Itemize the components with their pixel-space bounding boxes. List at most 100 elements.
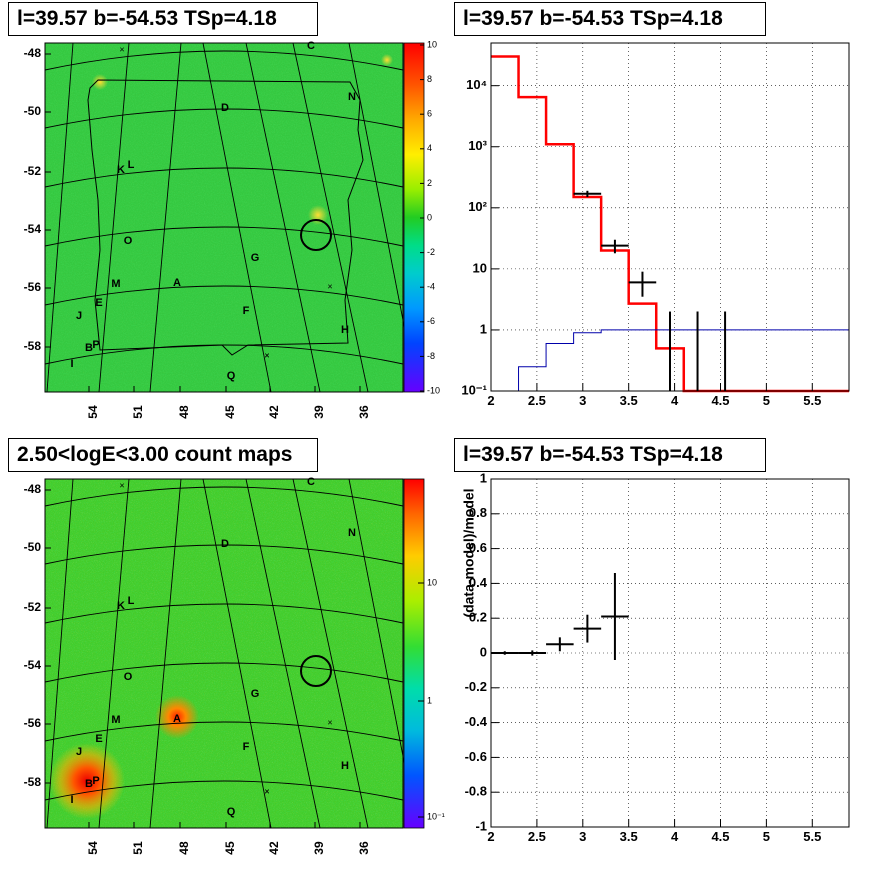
br-y-tick-label: -0.4	[465, 714, 488, 729]
br-residual-chart: 2 2.5 3 3.5 4 4.5 5 5.5 1 0.8 0.6 0.4 0.2 0 -0.2 -0.4 -0…	[461, 470, 850, 844]
tl-lat-line	[44, 344, 404, 365]
source-label-p: P	[92, 339, 99, 351]
bl-lon-line	[202, 478, 272, 829]
bl-colorbar	[403, 478, 425, 829]
tl-roi-outline	[87, 79, 364, 356]
br-y-tick-label: -0.2	[465, 679, 487, 694]
bl-colorbar-tick-label: 1	[427, 695, 432, 705]
tr-histogram-chart: 2 2.5 3 3.5 4 4.5 5 5.5 10⁻¹ 1 10 10² 10³ 10⁴	[461, 42, 850, 408]
tl-colorbar-tick-label: 0	[427, 212, 432, 222]
bl-y-tick-label: -58	[24, 775, 42, 789]
tr-frame	[490, 42, 850, 392]
source-marker-x: ×	[119, 44, 124, 54]
bl-source-a-glow	[155, 695, 199, 739]
tl-colorbar-tick-label: -2	[427, 247, 435, 257]
tl-x-tick-label: 54	[86, 405, 100, 419]
tl-lat-line	[44, 108, 404, 129]
source-label-i: I	[70, 794, 73, 806]
tr-panel-title: l=39.57 b=-54.53 TSp=4.18	[454, 2, 766, 36]
tl-x-tick-label: 39	[312, 405, 326, 419]
source-label-g: G	[251, 688, 260, 700]
br-x-tick-label: 2	[487, 829, 494, 844]
tr-y-tick-label: 10⁻¹	[461, 382, 487, 397]
tl-colorbar-tick-label: 10	[427, 39, 437, 49]
tl-y-tick-label: -56	[24, 280, 42, 294]
source-marker-x: ×	[119, 480, 124, 490]
br-y-tick-label: -0.8	[465, 784, 487, 799]
bl-lat-line	[44, 544, 404, 565]
tl-lat-line	[44, 285, 404, 306]
br-x-tick-label: 3	[579, 829, 586, 844]
tl-lat-line	[44, 226, 404, 247]
tl-colorbar-tick-label: -8	[427, 351, 435, 361]
br-x-tick-label: 3.5	[620, 829, 638, 844]
bl-y-tick-label: -54	[24, 658, 42, 672]
br-x-tick-label: 5.5	[803, 829, 821, 844]
bl-colorbar-tick-label: 10	[427, 577, 437, 587]
source-label-h: H	[341, 324, 349, 336]
bl-lon-line	[46, 478, 74, 829]
source-label-d: D	[221, 538, 229, 550]
br-plot-area	[491, 479, 849, 827]
bl-lat-line	[44, 780, 404, 801]
tl-y-tick-label: -52	[24, 164, 42, 178]
tr-y-tick-label: 10	[473, 260, 487, 275]
bl-lon-line	[149, 478, 182, 829]
tl-map-speckle	[45, 43, 403, 392]
bl-x-tick-label: 54	[86, 841, 100, 855]
source-label-m: M	[111, 278, 120, 290]
bl-lat-line	[44, 662, 404, 683]
tl-colorbar-tick-label: 8	[427, 74, 432, 84]
tl-y-tick-label: -58	[24, 339, 42, 353]
tl-x-tick-label: 45	[223, 405, 237, 419]
source-marker-x: ×	[264, 786, 269, 796]
tr-y-tick-label: 10³	[468, 138, 487, 153]
tr-y-tick-label: 10²	[468, 199, 487, 214]
source-label-a: A	[173, 277, 181, 289]
source-marker-x: ×	[327, 281, 332, 291]
source-label-o: O	[124, 235, 133, 247]
tr-x-tick-label: 4.5	[711, 393, 729, 408]
source-label-c: C	[307, 40, 315, 52]
tl-x-tick-label: 51	[131, 405, 145, 419]
br-y-tick-label: 1	[480, 470, 487, 485]
tl-lon-line	[98, 42, 130, 393]
tr-x-tick-label: 3	[579, 393, 586, 408]
bl-x-tick-label: 51	[131, 841, 145, 855]
source-label-j: J	[76, 310, 82, 322]
tr-x-tick-label: 2	[487, 393, 494, 408]
bl-y-tick-label: -52	[24, 600, 42, 614]
bl-x-tick-label: 45	[223, 841, 237, 855]
br-y-tick-label: 0	[480, 644, 487, 659]
tr-x-tick-label: 3.5	[620, 393, 638, 408]
tl-x-tick-label: 48	[177, 405, 191, 419]
bl-source-b-glow	[49, 743, 125, 819]
tl-target-circle	[300, 219, 332, 251]
bl-lon-line	[245, 478, 321, 829]
bl-lat-line	[44, 721, 404, 742]
tl-x-tick-label: 36	[357, 405, 371, 419]
source-label-k: K	[117, 164, 125, 176]
tr-y-tick-label: 10⁴	[466, 77, 487, 92]
br-x-tick-label: 2.5	[528, 829, 546, 844]
source-label-f: F	[243, 305, 250, 317]
bl-y-tick-label: -56	[24, 716, 42, 730]
bl-x-tick-label: 48	[177, 841, 191, 855]
br-panel-title: l=39.57 b=-54.53 TSp=4.18	[454, 438, 766, 472]
br-y-axis-label: (data-model)/model	[461, 488, 477, 617]
source-label-c: C	[307, 476, 315, 488]
bl-x-tick-label: 39	[312, 841, 326, 855]
source-label-h: H	[341, 760, 349, 772]
source-label-n: N	[348, 527, 356, 539]
source-label-a: A	[173, 713, 181, 725]
br-y-tick-label: 0.2	[469, 610, 487, 625]
bl-panel-title: 2.50<logE<3.00 count maps	[8, 438, 318, 472]
bl-x-tick-label: 42	[267, 841, 281, 855]
tl-panel-title: l=39.57 b=-54.53 TSp=4.18	[8, 2, 318, 36]
tl-colorbar-tick-label: 2	[427, 178, 432, 188]
source-label-l: L	[128, 159, 135, 171]
